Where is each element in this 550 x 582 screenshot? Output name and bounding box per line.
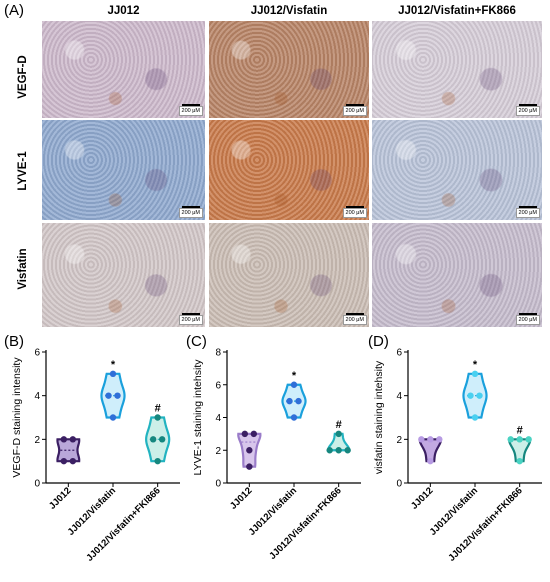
panel-a-label: (A) (4, 2, 24, 19)
scale-bar-label: 200 μM (342, 313, 367, 325)
data-point (241, 430, 249, 438)
data-point (109, 370, 117, 378)
violin-shape (507, 438, 532, 463)
micrograph-lyve-1-jj012: 200 μM (42, 120, 205, 220)
x-tick-label: JJ012 (47, 485, 73, 511)
y-tick-label: 6 (396, 348, 402, 359)
significance-marker: * (473, 359, 478, 371)
y-axis-label: visfatin staining intehsity (373, 360, 385, 474)
y-tick-label: 2 (396, 435, 402, 446)
data-point (471, 370, 479, 378)
x-tick-label: JJ012 (409, 485, 435, 511)
data-point (290, 414, 298, 421)
data-point (344, 447, 351, 454)
data-point (286, 397, 293, 405)
chart-visfatin: visfatin staining intehsity 0 2 4 6 JJ012 JJ01… (373, 348, 542, 564)
scale-bar-label: 200 μM (515, 104, 540, 116)
significance-marker: * (292, 370, 297, 382)
significance-marker: # (336, 419, 342, 431)
scale-bar-label: 200 μM (178, 206, 203, 218)
y-axis-label: VEGF-D staining intensity (11, 357, 23, 478)
data-point (69, 436, 77, 443)
data-point (60, 457, 68, 465)
row-header-visfatin: Visfatin (17, 248, 29, 290)
y-tick-label: 0 (215, 479, 221, 490)
scale-bar-label: 200 μM (515, 206, 540, 218)
data-point (60, 436, 68, 443)
panel-b-label: (B) (4, 333, 24, 350)
data-point (290, 381, 298, 388)
panel-c-label: (C) (186, 333, 207, 350)
micrograph-vegf-d-jj012-visfatin-fk866: 200 μM (372, 21, 542, 118)
data-point (154, 414, 161, 421)
row-header-vegf-d: VEGF-D (17, 55, 29, 99)
y-tick-label: 6 (34, 348, 40, 359)
data-point (436, 436, 443, 443)
y-axis-label: LYVE-1 staining intehsity (192, 359, 204, 476)
scale-bar-label: 200 μM (515, 313, 540, 325)
data-point (427, 457, 434, 465)
x-tick-label: JJ012/Visfatin+FKI866 (84, 485, 162, 563)
violin-shape (418, 438, 443, 463)
y-tick-label: 4 (215, 413, 221, 424)
data-point (471, 414, 479, 421)
significance-marker: * (111, 359, 116, 371)
chart-vegf-d: VEGF-D staining intensity 0 2 4 6 JJ012 JJ012/… (11, 348, 180, 564)
violin-shape (145, 416, 171, 463)
micrograph-visfatin-jj012: 200 μM (42, 223, 205, 327)
data-point (516, 436, 523, 443)
micrograph-visfatin-jj012-visfatin-fk866: 200 μM (372, 223, 542, 327)
significance-marker: # (517, 424, 523, 436)
scale-bar-label: 200 μM (342, 104, 367, 116)
column-header-jj012-visfatin-fk866: JJ012/Visfatin+FK866 (398, 5, 516, 17)
data-point (246, 447, 253, 454)
data-point (154, 457, 161, 465)
data-point (149, 436, 157, 443)
micrograph-lyve-1-jj012-visfatin-fk866: 200 μM (372, 120, 542, 220)
data-point (109, 414, 117, 421)
data-point (69, 457, 77, 465)
y-tick-label: 8 (215, 348, 221, 359)
micrograph-lyve-1-jj012-visfatin: 200 μM (209, 120, 369, 220)
y-tick-label: 6 (215, 380, 221, 391)
data-point (250, 430, 258, 438)
column-header-jj012: JJ012 (107, 5, 140, 17)
data-point (476, 392, 483, 399)
y-tick-label: 2 (215, 446, 221, 457)
x-tick-label: JJ012/Visfatin+FKI866 (446, 485, 524, 563)
data-point (295, 397, 302, 405)
scale-bar-label: 200 μM (342, 206, 367, 218)
row-header-lyve-1: LYVE-1 (17, 151, 29, 191)
data-point (418, 436, 425, 443)
x-tick-label: JJ012 (228, 485, 254, 511)
significance-marker: # (155, 403, 161, 415)
chart-lyve-1: LYVE-1 staining intehsity02468JJ012JJ012… (192, 348, 361, 562)
data-point (427, 436, 434, 443)
panel-d-label: (D) (368, 333, 389, 350)
micrograph-vegf-d-jj012-visfatin: 200 μM (209, 21, 369, 118)
data-point (158, 436, 166, 443)
data-point (516, 457, 523, 465)
y-tick-label: 4 (396, 391, 402, 402)
data-point (467, 392, 474, 399)
micrograph-visfatin-jj012-visfatin: 200 μM (209, 223, 369, 327)
data-point (507, 436, 514, 443)
violin-shape (326, 432, 351, 452)
y-tick-label: 4 (34, 391, 40, 402)
data-point (114, 392, 121, 399)
data-point (525, 436, 532, 443)
y-tick-label: 0 (396, 479, 402, 490)
data-point (246, 463, 253, 470)
column-header-jj012-visfatin: JJ012/Visfatin (250, 5, 328, 17)
data-point (335, 447, 342, 454)
data-point (335, 430, 342, 438)
y-tick-label: 0 (34, 479, 40, 490)
scale-bar-label: 200 μM (178, 313, 203, 325)
y-tick-label: 2 (34, 435, 40, 446)
data-point (326, 447, 333, 454)
scale-bar-label: 200 μM (178, 104, 203, 116)
micrograph-vegf-d-jj012: 200 μM (42, 21, 205, 118)
data-point (105, 392, 112, 399)
